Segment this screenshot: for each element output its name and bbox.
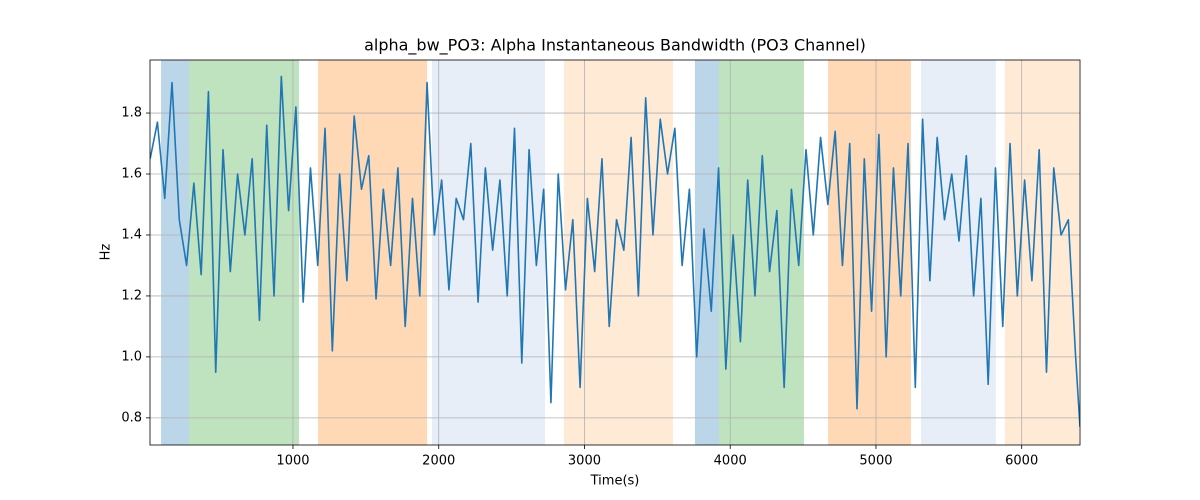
- y-axis-label: Hz: [99, 244, 114, 261]
- y-tick-label: 1.4: [121, 227, 142, 242]
- region: [694, 60, 719, 445]
- region: [318, 60, 428, 445]
- plot-frame: [149, 59, 1081, 446]
- y-tick-label: 1.0: [121, 349, 142, 364]
- regions: [161, 60, 1079, 445]
- region: [432, 60, 545, 445]
- x-tick-label: 3000: [568, 454, 601, 469]
- region: [920, 60, 996, 445]
- chart-title: alpha_bw_PO3: Alpha Instantaneous Bandwi…: [364, 36, 866, 56]
- y-tick-label: 1.6: [121, 167, 142, 182]
- x-tick-label: 6000: [1005, 454, 1038, 469]
- y-tick-label: 1.8: [121, 106, 142, 121]
- y-tick-label: 0.8: [121, 410, 142, 425]
- region: [189, 60, 300, 445]
- y-tick-label: 1.2: [121, 288, 142, 303]
- x-tick-label: 1000: [276, 454, 309, 469]
- lines: [150, 75, 1080, 428]
- region: [563, 60, 673, 445]
- x-tick-label: 5000: [859, 454, 892, 469]
- data-line: [150, 75, 1080, 428]
- x-tick-label: 4000: [714, 454, 747, 469]
- x-tick-label: 2000: [422, 454, 455, 469]
- x-axis-label: Time(s): [590, 474, 640, 489]
